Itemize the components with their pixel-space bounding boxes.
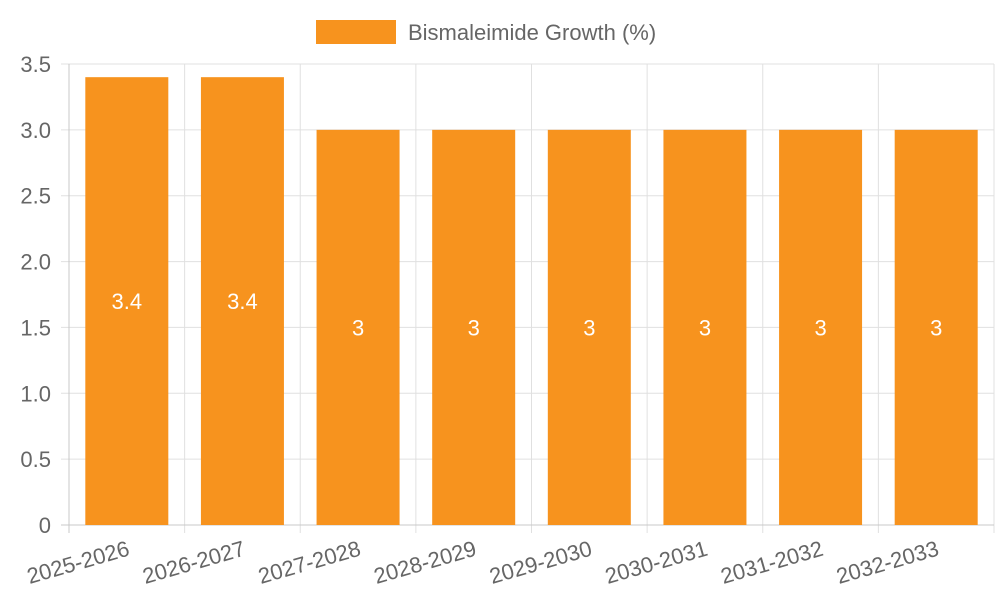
bar-value-label: 3 — [352, 315, 364, 340]
x-tick-label: 2029-2030 — [487, 536, 595, 589]
bar-value-label: 3 — [814, 315, 826, 340]
x-axis-ticks: 2025-2026 2026-2027 2027-2028 2028-2029 2029… — [24, 536, 941, 589]
bars — [85, 77, 978, 526]
x-tick-label: 2030-2031 — [602, 536, 710, 589]
legend[interactable]: Bismaleimide Growth (%) — [316, 20, 656, 45]
y-tick-label: 1.5 — [20, 315, 51, 340]
bar[interactable] — [547, 129, 631, 525]
x-tick-label: 2025-2026 — [24, 536, 132, 589]
bar[interactable] — [894, 129, 978, 525]
y-tick-label: 2.0 — [20, 250, 51, 275]
bar[interactable] — [316, 129, 400, 525]
y-tick-label: 0.5 — [20, 447, 51, 472]
y-tick-label: 3.0 — [20, 118, 51, 143]
legend-label[interactable]: Bismaleimide Growth (%) — [408, 20, 656, 45]
bar-value-label: 3 — [583, 315, 595, 340]
bar-value-label: 3 — [930, 315, 942, 340]
x-tick-label: 2027-2028 — [255, 536, 363, 589]
x-tick-label: 2026-2027 — [140, 536, 248, 589]
y-tick-label: 3.5 — [20, 52, 51, 77]
bar[interactable] — [663, 129, 747, 525]
y-tick-label: 2.5 — [20, 184, 51, 209]
bar-value-label: 3 — [468, 315, 480, 340]
data-labels: 3.4 3.4 3 3 3 3 3 3 — [112, 289, 943, 340]
bar[interactable] — [779, 129, 863, 525]
y-tick-label: 1.0 — [20, 381, 51, 406]
legend-swatch[interactable] — [316, 20, 396, 44]
x-tick-label: 2031-2032 — [718, 536, 826, 589]
x-tick-label: 2032-2033 — [834, 536, 942, 589]
bar[interactable] — [85, 77, 169, 526]
bar[interactable] — [200, 77, 284, 526]
x-tick-label: 2028-2029 — [371, 536, 479, 589]
bar-value-label: 3.4 — [227, 289, 258, 314]
y-axis-ticks: 0 0.5 1.0 1.5 2.0 2.5 3.0 3.5 — [20, 52, 51, 538]
bar-value-label: 3.4 — [112, 289, 143, 314]
bar-value-label: 3 — [699, 315, 711, 340]
y-tick-label: 0 — [39, 513, 51, 538]
bar[interactable] — [432, 129, 516, 525]
